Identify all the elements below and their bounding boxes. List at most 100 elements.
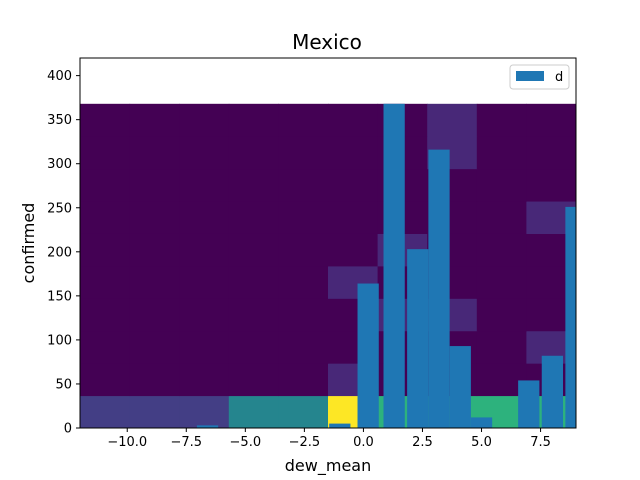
y-axis: 0 50 100 150 200 250 300 350 400 (47, 69, 80, 437)
heatmap-cell (228, 395, 279, 428)
heatmap-cell (228, 136, 279, 170)
y-tick-label: 200 (47, 245, 72, 260)
bar (565, 206, 576, 428)
bar (329, 423, 351, 428)
heatmap-cell (476, 233, 527, 267)
bar (407, 249, 429, 428)
y-tick-label: 350 (47, 113, 72, 128)
x-axis: −10.0 −7.5 −5.0 −2.5 0.0 2.5 5.0 7.5 (107, 428, 551, 450)
bar-series (196, 103, 576, 428)
heatmap-cell (80, 201, 131, 234)
heatmap-cell (328, 201, 379, 234)
heatmap-cell (526, 103, 576, 137)
bar (196, 425, 219, 428)
heatmap-cell (129, 136, 180, 170)
heatmap-cell (228, 168, 279, 202)
heatmap-cell (80, 103, 131, 137)
heatmap-cell (526, 136, 576, 170)
heatmap-cell (129, 298, 180, 332)
heatmap-cell (427, 103, 478, 137)
bar (449, 346, 471, 428)
heatmap-cell (476, 201, 527, 234)
x-tick-label: 5.0 (471, 435, 492, 450)
y-tick-label: 300 (47, 157, 72, 172)
heatmap-cell (278, 168, 329, 202)
y-tick-label: 250 (47, 201, 72, 216)
heatmap-cell (80, 265, 131, 299)
heatmap-cell (228, 233, 279, 267)
heatmap-cell (476, 103, 527, 137)
heatmap-cell (129, 330, 180, 364)
heatmap-cell (179, 103, 230, 137)
heatmap-cell (278, 103, 329, 137)
heatmap-cell (80, 298, 131, 332)
x-tick-label: 0.0 (353, 435, 374, 450)
heatmap-cell (179, 395, 230, 428)
heatmap-cell (179, 298, 230, 332)
x-tick-label: 7.5 (530, 435, 551, 450)
heatmap-cell (278, 265, 329, 299)
heatmap-cell (328, 233, 379, 267)
heatmap-cell (228, 103, 279, 137)
bar (470, 417, 493, 428)
heatmap-cell (278, 233, 329, 267)
heatmap-cell (179, 136, 230, 170)
x-tick-label: −7.5 (170, 435, 202, 450)
y-tick-label: 100 (47, 333, 72, 348)
chart-title: Mexico (292, 30, 362, 54)
heatmap (80, 103, 576, 428)
bar (383, 103, 405, 428)
y-tick-label: 400 (47, 69, 72, 84)
heatmap-cell (228, 330, 279, 364)
heatmap-cell (80, 136, 131, 170)
heatmap-cell (228, 363, 279, 397)
bar (357, 283, 379, 428)
heatmap-cell (179, 363, 230, 397)
y-axis-label: confirmed (19, 203, 38, 284)
heatmap-cell (179, 330, 230, 364)
heatmap-cell (476, 330, 527, 364)
heatmap-cell (476, 136, 527, 170)
plot-frame (79, 57, 577, 429)
heatmap-cell (179, 265, 230, 299)
bar (518, 380, 540, 428)
heatmap-cell (129, 265, 180, 299)
heatmap-cell (129, 103, 180, 137)
x-tick-label: −2.5 (289, 435, 321, 450)
heatmap-cell (278, 201, 329, 234)
heatmap-cell (179, 201, 230, 234)
y-tick-label: 0 (64, 422, 72, 437)
y-tick-label: 50 (55, 377, 72, 392)
heatmap-cell (129, 233, 180, 267)
heatmap-cell (328, 103, 379, 137)
heatmap-cell (278, 298, 329, 332)
heatmap-cell (179, 233, 230, 267)
heatmap-cell (476, 168, 527, 202)
heatmap-cell (80, 363, 131, 397)
heatmap-cell (129, 168, 180, 202)
heatmap-cell (228, 265, 279, 299)
heatmap-cell (129, 363, 180, 397)
legend-swatch (516, 71, 544, 81)
bar (428, 149, 450, 428)
heatmap-cell (328, 136, 379, 170)
x-tick-label: −5.0 (230, 435, 262, 450)
x-tick-label: −10.0 (107, 435, 147, 450)
heatmap-cell (278, 395, 329, 428)
heatmap-cell (328, 168, 379, 202)
heatmap-cell (129, 395, 180, 428)
heatmap-cell (179, 168, 230, 202)
heatmap-cell (80, 395, 131, 428)
y-tick-label: 150 (47, 289, 72, 304)
heatmap-cell (80, 330, 131, 364)
heatmap-cell (476, 265, 527, 299)
heatmap-cell (80, 168, 131, 202)
heatmap-cell (278, 136, 329, 170)
heatmap-cell (228, 298, 279, 332)
heatmap-cell (526, 168, 576, 202)
heatmap-cell (476, 298, 527, 332)
heatmap-cell (278, 330, 329, 364)
bar (541, 355, 564, 428)
heatmap-cell (278, 363, 329, 397)
